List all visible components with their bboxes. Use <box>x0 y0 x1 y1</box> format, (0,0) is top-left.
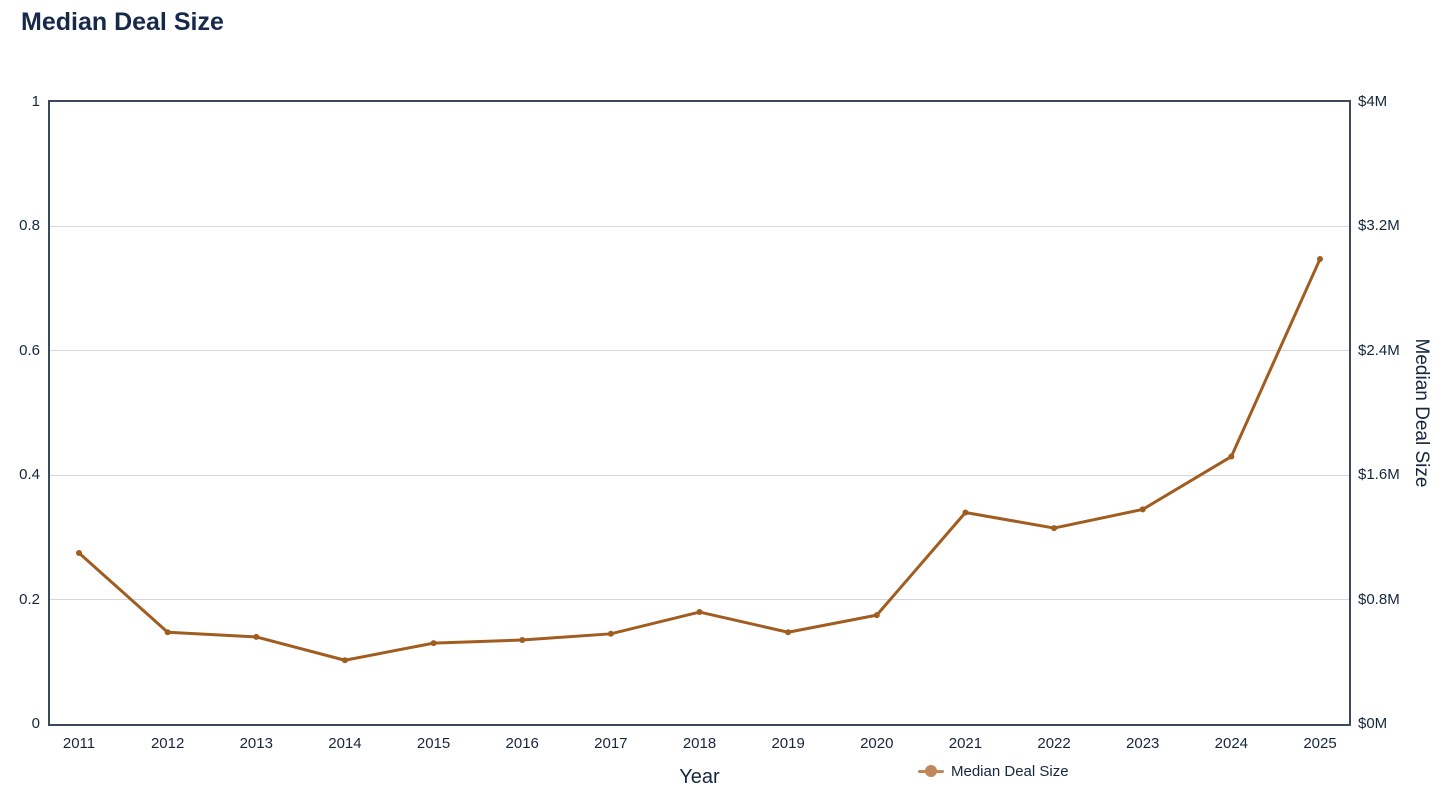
gridline <box>50 599 1349 601</box>
data-point <box>1228 453 1235 460</box>
x-tick-label: 2022 <box>1037 735 1071 752</box>
gridline <box>50 350 1349 352</box>
y-tick-label-right: $3.2M <box>1358 217 1400 235</box>
x-tick-label: 2014 <box>328 735 362 752</box>
y-tick-label-left: 0 <box>31 715 40 732</box>
y-tick-label-left: 1 <box>31 93 40 110</box>
x-tick-label: 2025 <box>1303 735 1337 752</box>
y-tick-label-right: $4M <box>1358 93 1388 110</box>
legend-line-marker-icon <box>918 764 944 778</box>
y-tick-label-left: 0.6 <box>19 341 40 359</box>
data-point <box>430 640 437 647</box>
data-point <box>519 637 526 644</box>
y-tick-label-right: $1.6M <box>1358 466 1400 484</box>
data-point <box>696 609 703 616</box>
median-deal-size-line <box>77 257 1322 662</box>
gridline <box>50 474 1349 476</box>
chart-title: Median Deal Size <box>21 8 224 36</box>
y-axis-right-title: Median Deal Size <box>1411 338 1432 488</box>
data-point <box>607 630 614 637</box>
gridline <box>50 225 1349 227</box>
data-point <box>253 633 260 640</box>
data-point <box>785 629 792 636</box>
x-tick-label: 2013 <box>239 735 273 752</box>
x-tick-label: 2021 <box>948 735 983 752</box>
x-tick-label: 2015 <box>416 735 451 752</box>
data-point <box>1317 256 1323 263</box>
data-point <box>164 629 171 636</box>
plot-area <box>48 100 1351 726</box>
legend-item-median-deal-size[interactable]: Median Deal Size <box>918 761 1069 781</box>
data-point <box>1139 506 1146 513</box>
x-tick-label: 2018 <box>682 735 717 752</box>
y-tick-label-left: 0.2 <box>19 590 40 608</box>
y-tick-label-right: $2.4M <box>1358 341 1400 359</box>
x-tick-label: 2012 <box>150 735 185 752</box>
y-tick-label-right: $0.8M <box>1358 590 1400 608</box>
x-tick-label: 2011 <box>62 735 96 752</box>
x-axis-title: Year <box>679 766 720 788</box>
y-tick-label-left: 0.8 <box>19 217 40 235</box>
data-point <box>1051 525 1058 532</box>
y-tick-label-left: 0.4 <box>19 466 40 484</box>
x-tick-label: 2019 <box>771 735 805 752</box>
y-tick-label-right: $0M <box>1358 715 1388 732</box>
legend-label: Median Deal Size <box>951 762 1069 780</box>
x-tick-label: 2017 <box>594 735 628 752</box>
x-tick-label: 2016 <box>505 735 539 752</box>
x-tick-label: 2023 <box>1126 735 1160 752</box>
data-point <box>341 657 348 664</box>
data-point <box>76 549 82 556</box>
line-series-svg <box>76 256 1323 664</box>
data-point <box>873 612 880 619</box>
data-point <box>962 509 969 516</box>
x-tick-label: 2024 <box>1214 735 1249 752</box>
x-tick-label: 2020 <box>860 735 894 752</box>
